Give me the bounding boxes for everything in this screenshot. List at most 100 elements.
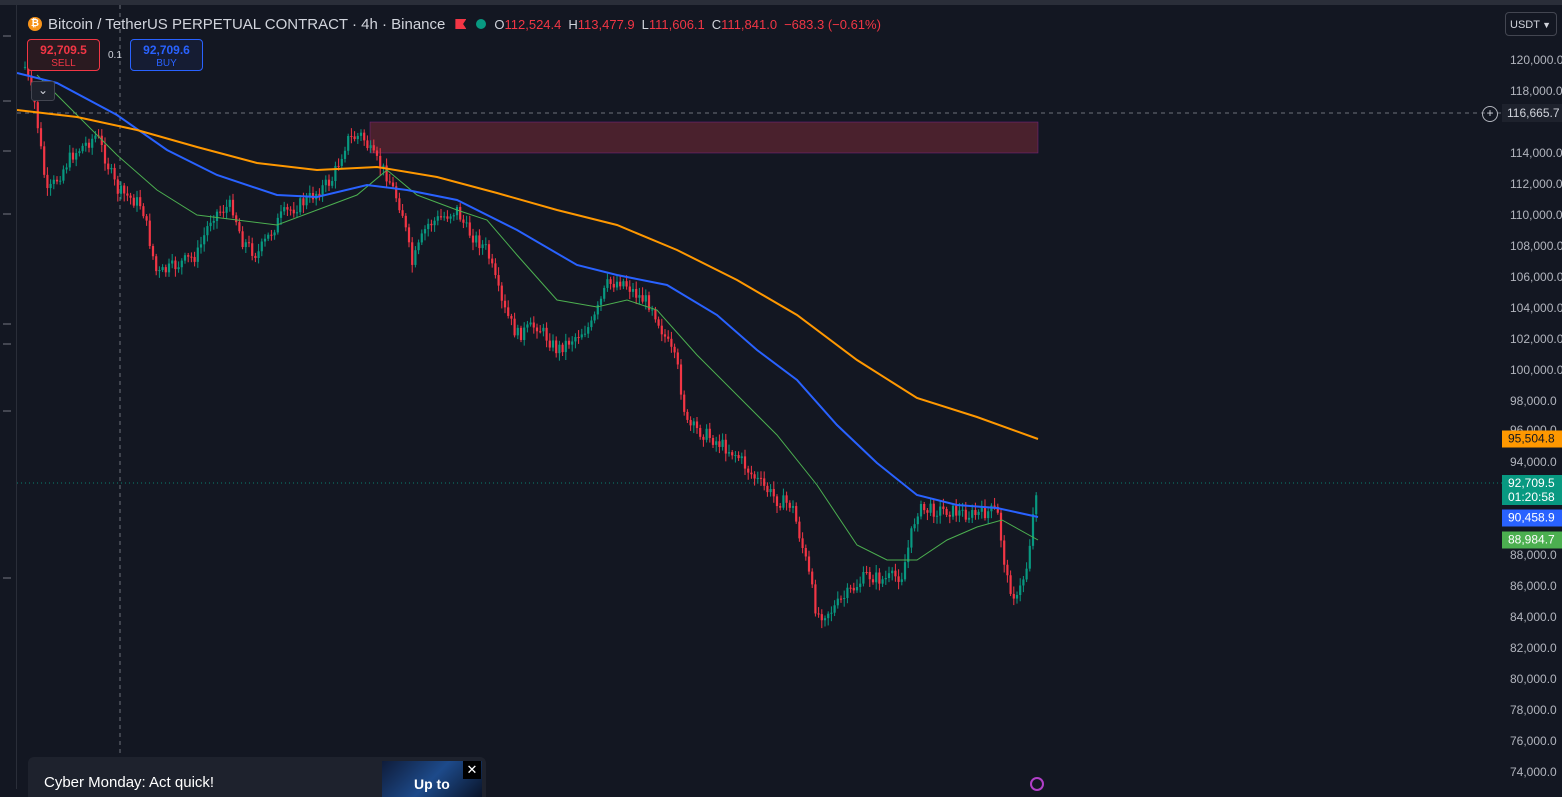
candle-body	[679, 364, 683, 395]
candle-body	[1028, 545, 1031, 569]
candle-body	[727, 452, 731, 454]
candle-body	[622, 281, 625, 287]
drawing-toolbar	[0, 5, 17, 789]
buy-label: BUY	[156, 58, 177, 69]
candle-body	[587, 327, 590, 334]
candle-body	[468, 222, 471, 236]
currency-unit-dropdown[interactable]: USDT ▼	[1505, 12, 1557, 36]
candle-body	[119, 185, 123, 194]
axis-tick: 98,000.0	[1510, 394, 1557, 408]
toolbar-tool[interactable]	[3, 35, 11, 37]
candle-body	[337, 165, 340, 167]
toolbar-tool[interactable]	[3, 343, 11, 345]
candle-body	[180, 260, 183, 268]
candle-body	[449, 216, 452, 219]
candle-body	[1022, 579, 1025, 586]
candle-body	[244, 242, 247, 248]
collapse-chevron-icon[interactable]: ⌄	[31, 81, 55, 101]
candle-body	[78, 151, 81, 154]
candle-body	[94, 135, 97, 139]
candle-body	[868, 572, 871, 580]
candle-body	[452, 215, 455, 217]
ma-mid-line	[17, 72, 1039, 518]
candle-body	[564, 340, 567, 353]
candle-body	[273, 232, 276, 236]
candle-body	[574, 337, 577, 342]
candle-body	[862, 571, 865, 584]
toolbar-tool[interactable]	[3, 577, 11, 579]
candle-body	[491, 258, 494, 264]
candle-body	[747, 468, 750, 473]
toolbar-tool[interactable]	[3, 100, 11, 102]
candle-body	[292, 209, 295, 214]
toolbar-tool[interactable]	[3, 323, 11, 325]
candle-body	[759, 477, 763, 479]
candle-body	[353, 136, 356, 140]
candle-body	[903, 562, 907, 580]
candle-body	[388, 181, 391, 183]
candle-body	[401, 210, 404, 216]
candle-body	[878, 572, 881, 584]
candle-body	[596, 304, 599, 315]
chevron-down-icon: ▼	[1542, 20, 1551, 30]
candle-body	[27, 66, 30, 76]
candle-body	[532, 322, 535, 328]
candle-body	[791, 506, 795, 508]
toolbar-tool[interactable]	[3, 150, 11, 152]
close-icon[interactable]: ✕	[463, 761, 481, 779]
bar-countdown: 01:20:58	[1508, 490, 1555, 504]
candle-body	[427, 223, 430, 230]
candle-body	[507, 307, 510, 316]
candle-body	[817, 613, 820, 615]
candle-body	[772, 489, 775, 497]
buy-button[interactable]: 92,709.6 BUY	[130, 39, 203, 71]
candle-body	[907, 547, 910, 563]
sell-button[interactable]: 92,709.5 SELL	[27, 39, 100, 71]
candle-body	[699, 427, 702, 437]
candle-body	[647, 295, 651, 310]
candle-body	[30, 75, 33, 86]
candle-body	[910, 528, 913, 548]
axis-tick: 106,000.0	[1510, 270, 1562, 284]
candle-body	[190, 256, 193, 258]
candle-body	[321, 185, 324, 197]
candle-body	[724, 439, 727, 454]
symbol-title[interactable]: Bitcoin / TetherUS PERPETUAL CONTRACT · …	[48, 15, 446, 33]
candle-body	[1009, 575, 1012, 594]
candle-body	[763, 478, 766, 486]
candle-body	[996, 506, 999, 513]
candle-body	[711, 437, 715, 445]
supply-zone[interactable]	[369, 121, 1039, 154]
candle-body	[548, 340, 551, 348]
flag-icon[interactable]	[455, 19, 467, 29]
promo-banner[interactable]: Cyber Monday: Act quick! Up to ✕	[28, 757, 486, 797]
candle-body	[366, 140, 369, 149]
candle-body	[356, 135, 359, 140]
toolbar-tool[interactable]	[3, 213, 11, 215]
candle-body	[84, 142, 87, 146]
add-alert-plus-icon[interactable]: +	[1482, 106, 1498, 122]
candle-body	[423, 229, 427, 234]
candle-body	[756, 477, 759, 479]
candle-body	[155, 256, 158, 272]
ma-short-line	[36, 74, 1039, 561]
candle-body	[519, 327, 523, 340]
axis-tick: 104,000.0	[1510, 301, 1562, 315]
price-chart[interactable]	[17, 5, 1502, 789]
candle-body	[641, 295, 644, 302]
candle-body	[612, 283, 615, 288]
candle-body	[302, 198, 305, 206]
candle-body	[148, 220, 151, 247]
candle-body	[55, 179, 59, 182]
axis-tick: 80,000.0	[1510, 672, 1557, 686]
candle-body	[289, 209, 292, 211]
top-bar	[0, 0, 1562, 5]
market-status-icon[interactable]	[476, 19, 487, 29]
candle-body	[503, 300, 507, 308]
toolbar-tool[interactable]	[3, 410, 11, 412]
candle-body	[782, 495, 785, 508]
price-axis[interactable]	[1502, 5, 1562, 789]
axis-tick: 112,000.0	[1510, 177, 1562, 191]
candlesticks	[23, 61, 1038, 629]
candle-body	[439, 216, 443, 218]
